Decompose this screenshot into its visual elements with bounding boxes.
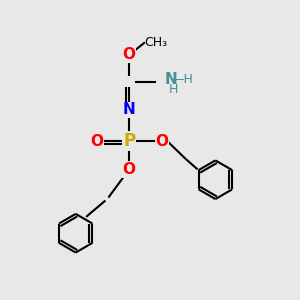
Text: O: O	[123, 47, 136, 62]
Text: CH₃: CH₃	[145, 36, 168, 49]
Text: H: H	[168, 83, 178, 97]
Text: O: O	[155, 134, 168, 148]
Text: O: O	[90, 134, 103, 148]
Text: O: O	[123, 162, 136, 177]
Text: N: N	[123, 102, 136, 117]
Text: —H: —H	[171, 73, 193, 86]
Text: N: N	[165, 72, 178, 87]
Text: P: P	[123, 132, 135, 150]
